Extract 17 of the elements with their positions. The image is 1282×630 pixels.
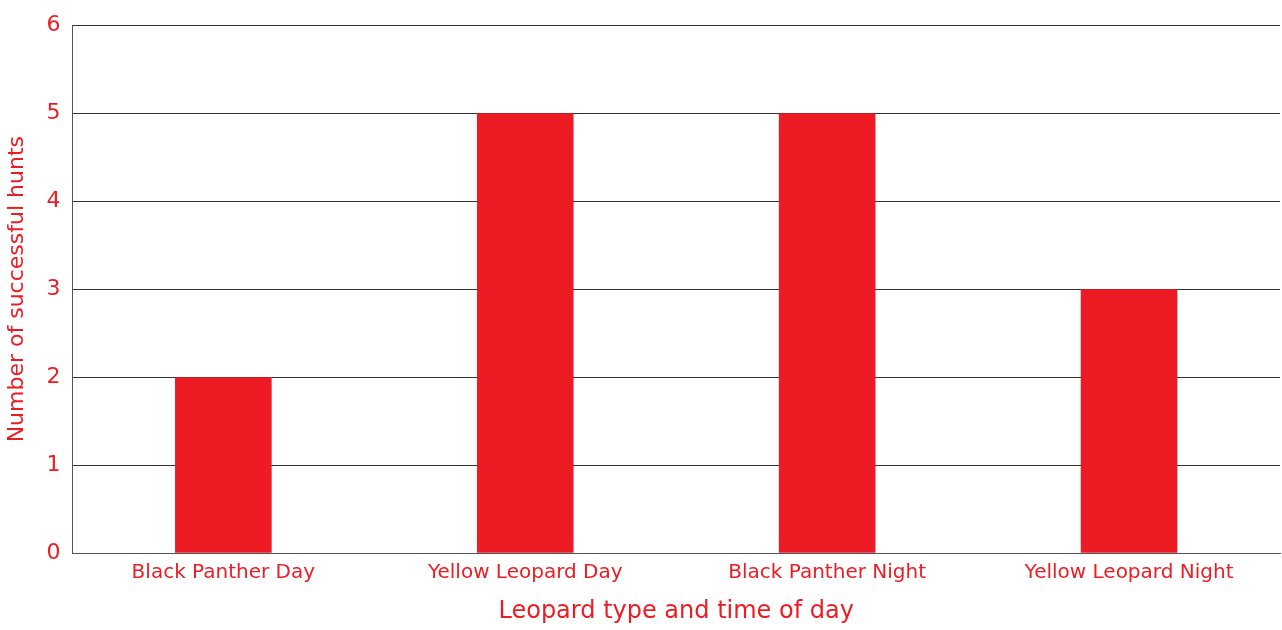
y-tick-label: 1 bbox=[46, 450, 61, 476]
bar bbox=[778, 113, 876, 553]
bar bbox=[476, 113, 574, 553]
bar bbox=[175, 377, 272, 553]
y-tick-label: 5 bbox=[46, 98, 61, 124]
y-tick-label: 2 bbox=[46, 362, 61, 388]
bar bbox=[1080, 289, 1178, 553]
x-tick-label: Black Panther Night bbox=[728, 559, 927, 584]
y-tick-label: 6 bbox=[46, 10, 61, 36]
y-tick-label: 4 bbox=[46, 186, 61, 212]
y-tick-label: 3 bbox=[46, 274, 61, 300]
y-tick-label: 0 bbox=[46, 538, 61, 564]
x-tick-label: Yellow Leopard Day bbox=[426, 559, 623, 584]
x-tick-label: Yellow Leopard Night bbox=[1023, 559, 1234, 584]
y-axis-title: Number of successful hunts bbox=[2, 136, 28, 443]
x-axis-title: Leopard type and time of day bbox=[498, 595, 854, 624]
x-tick-label: Black Panther Day bbox=[131, 559, 316, 584]
